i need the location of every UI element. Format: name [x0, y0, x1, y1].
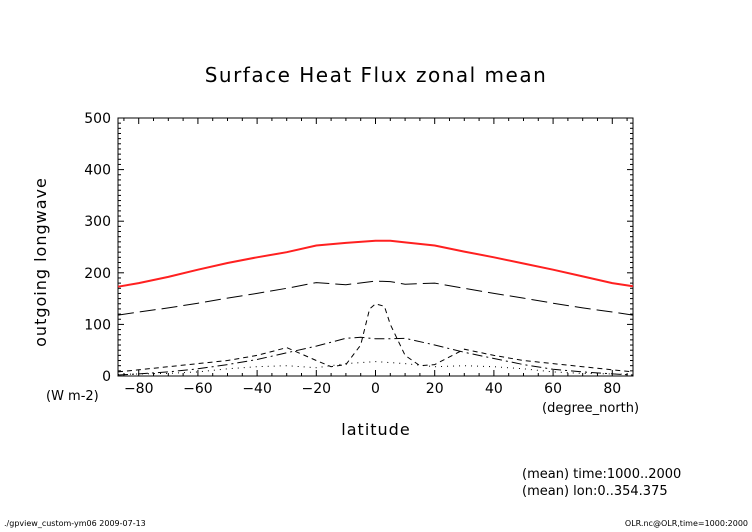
series-line-5	[117, 361, 634, 375]
x-tick-label: 40	[485, 381, 503, 397]
y-tick-label: 0	[102, 369, 111, 385]
x-unit-label: (degree_north)	[542, 401, 639, 416]
y-unit-label: (W m-2)	[46, 389, 99, 404]
series-line-1	[117, 239, 634, 288]
plot-frame	[117, 117, 634, 377]
x-tick-label: −20	[302, 381, 332, 397]
y-tick-label: 400	[84, 163, 111, 179]
y-axis-ticks: 0 100 200 300 400 500	[84, 111, 633, 385]
y-axis-label: outgoing longwave	[31, 177, 50, 347]
series-line-3	[117, 336, 634, 376]
x-tick-label: 0	[371, 381, 380, 397]
y-tick-label: 500	[84, 111, 111, 127]
x-tick-label: 80	[603, 381, 621, 397]
annotation-time: (mean) time:1000..2000	[522, 467, 681, 482]
footer-left: ./gpview_custom-ym06 2009-07-13	[4, 519, 146, 528]
x-tick-label: −60	[183, 381, 213, 397]
series-layer	[117, 239, 634, 376]
x-tick-label: −40	[242, 381, 272, 397]
x-axis-label: latitude	[341, 420, 410, 439]
x-tick-label: 60	[544, 381, 562, 397]
x-axis-ticks: −80 −60 −40 −20 0 20 40 60 80	[123, 118, 628, 397]
x-tick-label: −80	[124, 381, 154, 397]
x-tick-label: 20	[426, 381, 444, 397]
y-tick-label: 100	[84, 317, 111, 333]
y-tick-label: 300	[84, 214, 111, 230]
y-tick-label: 200	[84, 266, 111, 282]
footer-right: OLR.nc@OLR,time=1000:2000	[625, 519, 748, 528]
chart-title: Surface Heat Flux zonal mean	[205, 63, 548, 87]
series-line-2	[117, 280, 634, 316]
plot-area: 0 100 200 300 400 500 −80 −60 −40 −20 0 20 40 60 80	[84, 111, 634, 397]
series-line-4	[117, 303, 634, 373]
annotation-lon: (mean) lon:0..354.375	[522, 484, 668, 499]
